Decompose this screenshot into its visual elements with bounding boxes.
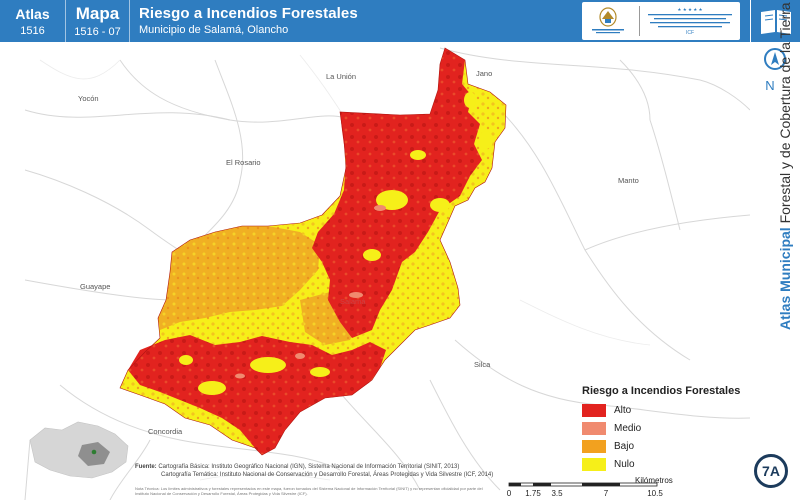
atlas-label: Atlas: [15, 6, 50, 22]
legend: Riesgo a Incendios Forestales Alto Medio…: [582, 385, 752, 472]
place-guayape: Guayape: [80, 282, 111, 291]
legend-item: Medio: [582, 420, 752, 436]
legend-item: Alto: [582, 402, 752, 418]
place-manto: Manto: [618, 176, 639, 185]
honduras-seal-logo: [592, 7, 624, 34]
scale-unit: Kilómetros: [635, 476, 673, 485]
atlas-box: Atlas 1516: [0, 0, 66, 42]
scale-tick: 3.5: [551, 489, 563, 498]
svg-text:★ ★ ★ ★ ★: ★ ★ ★ ★ ★: [677, 7, 703, 12]
book-icon-box: [750, 0, 800, 42]
header-bar: Atlas 1516 Mapa 1516 - 07 Riesgo a Incen…: [0, 0, 750, 42]
place-concordia: Concordia: [148, 427, 183, 436]
scale-tick: 10.5: [647, 489, 663, 498]
map-label: Mapa: [75, 4, 120, 23]
vertical-title-rest: Forestal y de Cobertura de la Tierra: [777, 2, 793, 228]
legend-swatch-medio: [582, 421, 606, 435]
source-line-2: Cartografía Temática: Instituto Nacional…: [161, 471, 494, 478]
place-jano: Jano: [476, 69, 493, 78]
logo-panel: ★ ★ ★ ★ ★ ICF: [582, 2, 740, 40]
inset-locator-map: [29, 421, 129, 479]
place-la-union: La Unión: [326, 72, 357, 81]
place-el-rosario: El Rosario: [226, 158, 261, 167]
legend-item: Nulo: [582, 456, 752, 472]
scale-bar-graphic: [508, 482, 658, 487]
map-area[interactable]: Yocón La Unión Jano El Rosario Manto Gua…: [0, 42, 750, 500]
place-salama: Salamá: [340, 297, 366, 306]
place-yocon: Yocón: [78, 94, 99, 103]
medio-patches: [235, 205, 386, 379]
page-badge: 7A: [754, 454, 788, 488]
technical-note: Nota Técnica: Los límites administrativo…: [135, 486, 483, 496]
place-silca: Silca: [474, 360, 491, 369]
logo-divider: [639, 6, 640, 36]
municipal-boundaries: [24, 47, 750, 500]
scale-bar: Kilómetros 0 1.75 3.5 7 10.5: [505, 476, 675, 500]
scale-tick: 0: [506, 489, 512, 498]
map-subtitle: Municipio de Salamá, Olancho: [139, 24, 289, 36]
source-line-1: Cartografía Básica: Instituto Geográfico…: [158, 464, 460, 470]
map-canvas: [24, 47, 750, 500]
salama-risk-polygon: [119, 47, 507, 456]
municipality-outline: [119, 47, 507, 456]
source-credits: Fuente: Cartografía Básica: Instituto Ge…: [135, 464, 495, 479]
inset-location-dot: [91, 449, 97, 455]
bajo-zone-west: [158, 226, 320, 330]
legend-swatch-alto: [582, 403, 606, 417]
legend-swatch-nulo: [582, 457, 606, 471]
map-number: 1516 - 07: [74, 26, 121, 38]
legend-swatch-bajo: [582, 439, 606, 453]
legend-label-medio: Medio: [614, 422, 642, 434]
legend-label-nulo: Nulo: [614, 458, 635, 470]
map-title: Riesgo a Incendios Forestales: [139, 5, 358, 22]
svg-text:ICF: ICF: [686, 30, 694, 36]
book-icon: [761, 10, 791, 34]
north-arrow-icon: [764, 48, 786, 70]
side-band: N Atlas Municipal Forestal y de Cobertur…: [750, 2, 800, 500]
legend-label-bajo: Bajo: [614, 440, 635, 452]
vertical-title-bold: Atlas Municipal: [777, 227, 793, 330]
atlas-number: 1516: [20, 25, 45, 37]
legend-item: Bajo: [582, 438, 752, 454]
map-box: Mapa 1516 - 07: [66, 0, 130, 42]
scale-tick: 1.75: [525, 489, 541, 498]
atlas-vertical-title: Atlas Municipal Forestal y de Cobertura …: [777, 2, 793, 330]
icf-logo: ★ ★ ★ ★ ★ ICF: [644, 6, 736, 36]
legend-label-alto: Alto: [614, 404, 632, 416]
north-label: N: [765, 78, 775, 93]
alto-zone-south: [128, 335, 386, 455]
scale-tick: 7: [603, 489, 609, 498]
legend-title: Riesgo a Incendios Forestales: [582, 385, 741, 397]
source-label: Fuente:: [135, 464, 157, 470]
nulo-patches: [179, 92, 493, 395]
